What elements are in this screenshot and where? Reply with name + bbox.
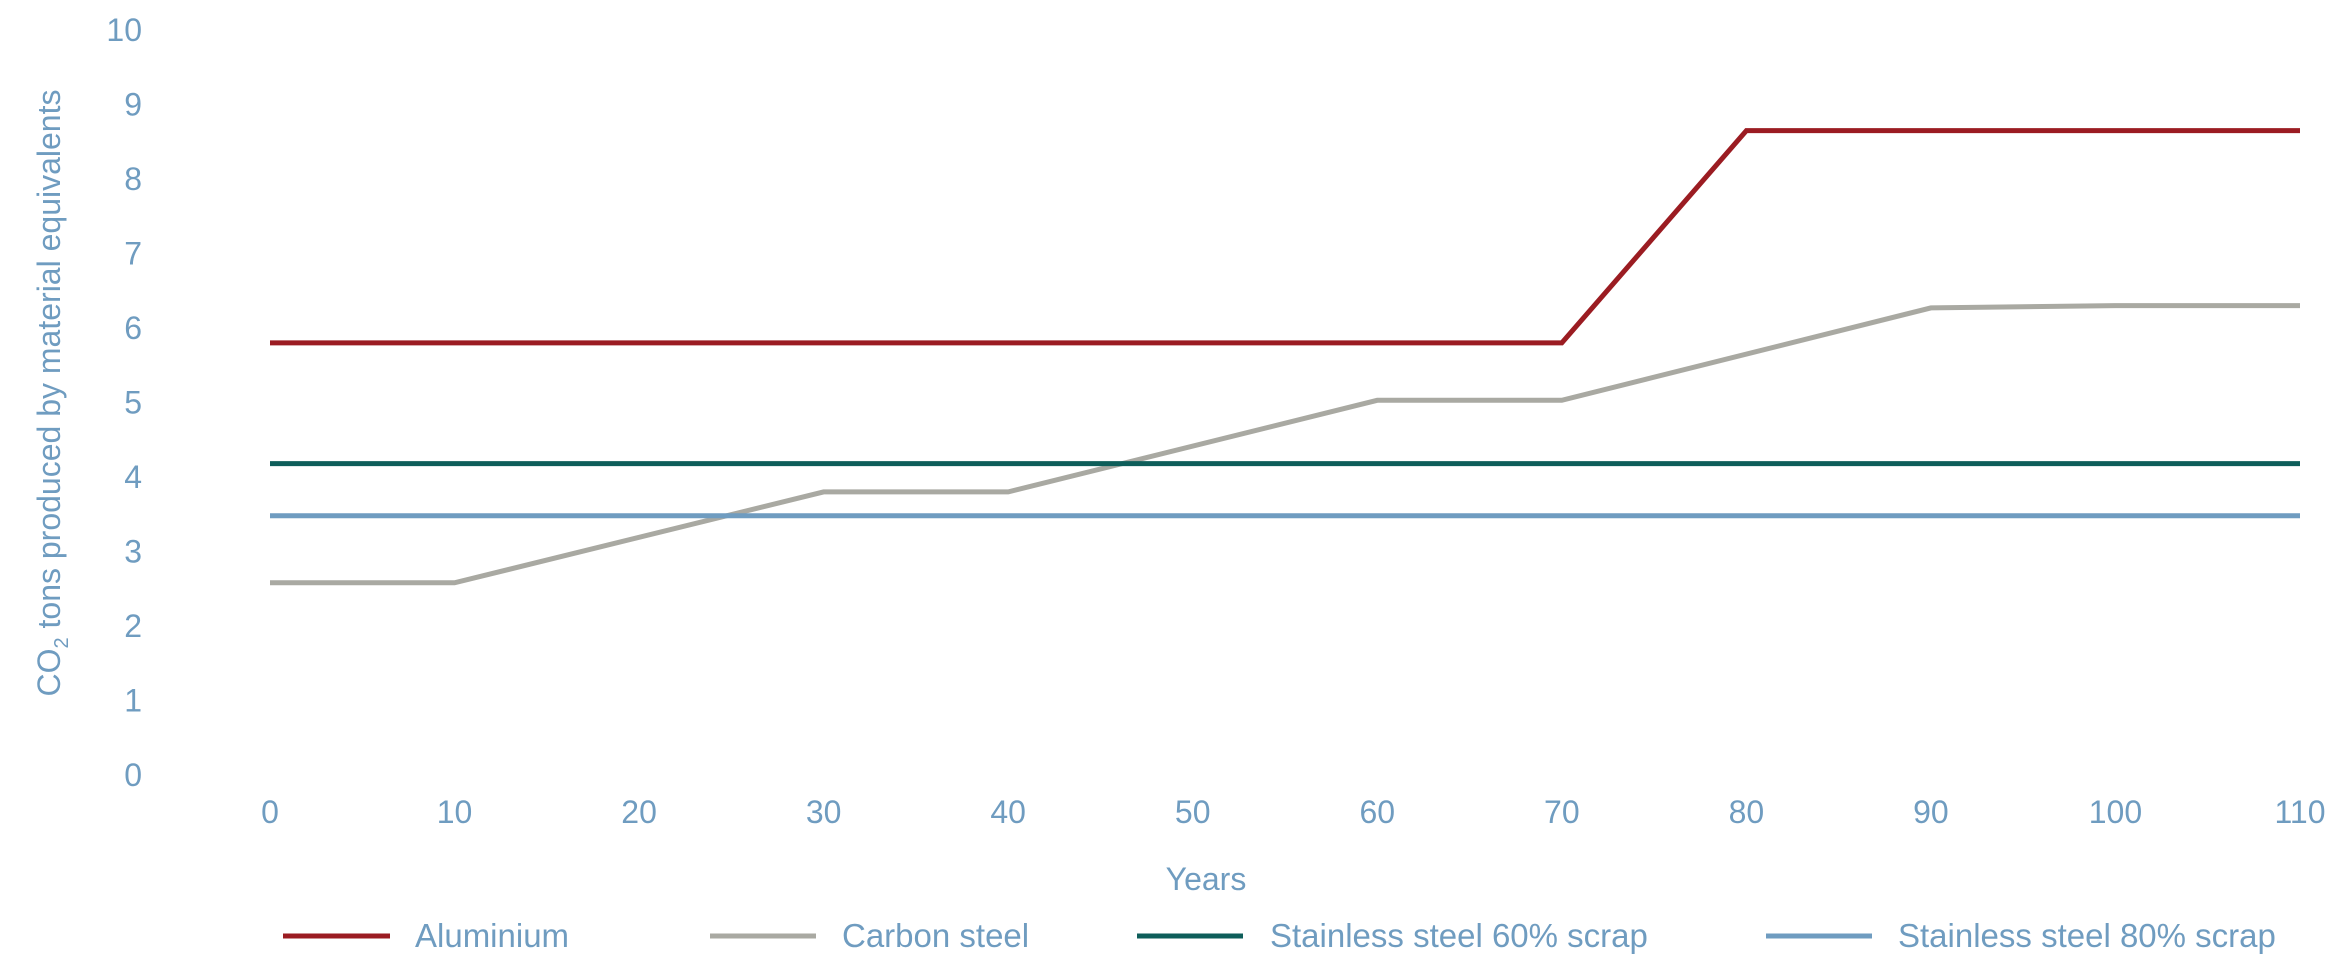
y-tick-label: 6 xyxy=(124,310,142,346)
x-tick-label: 0 xyxy=(261,794,279,830)
y-tick-label: 8 xyxy=(124,161,142,197)
series-line-aluminium xyxy=(270,128,2300,346)
x-tick-label: 60 xyxy=(1359,794,1395,830)
x-tick-label: 40 xyxy=(990,794,1026,830)
x-tick-label: 90 xyxy=(1913,794,1949,830)
legend-label-aluminium: Aluminium xyxy=(415,917,569,954)
legend-label-stainless-steel-60-scrap: Stainless steel 60% scrap xyxy=(1270,917,1648,954)
y-axis-title: CO2 tons produced by material equivalent… xyxy=(31,90,73,697)
y-tick-label: 7 xyxy=(124,236,142,272)
series-lines xyxy=(270,128,2300,586)
x-axis-ticks: 0 10 20 30 40 50 60 70 80 90 100 110 xyxy=(261,794,2325,830)
x-tick-label: 80 xyxy=(1729,794,1765,830)
x-tick-label: 30 xyxy=(806,794,842,830)
x-tick-label: 10 xyxy=(437,794,473,830)
legend: Aluminium Carbon steel Stainless steel 60%… xyxy=(283,917,2276,954)
x-axis-label: Years xyxy=(1166,861,1247,897)
legend-label-carbon-steel: Carbon steel xyxy=(842,917,1029,954)
y-tick-label: 0 xyxy=(124,757,142,793)
y-tick-label: 1 xyxy=(124,683,142,719)
y-axis-ticks: 0 1 2 3 4 5 6 7 8 9 10 xyxy=(106,12,142,793)
y-tick-label: 2 xyxy=(124,608,142,644)
y-tick-label: 9 xyxy=(124,87,142,123)
x-tick-label: 50 xyxy=(1175,794,1211,830)
x-tick-label: 110 xyxy=(2274,794,2325,830)
y-tick-label: 10 xyxy=(106,12,142,48)
y-tick-label: 5 xyxy=(124,385,142,421)
x-tick-label: 100 xyxy=(2089,794,2142,830)
x-tick-label: 20 xyxy=(621,794,657,830)
series-line-carbon-steel xyxy=(270,303,2300,586)
x-tick-label: 70 xyxy=(1544,794,1580,830)
y-tick-label: 3 xyxy=(124,534,142,570)
y-tick-label: 4 xyxy=(124,459,142,495)
legend-label-stainless-steel-80-scrap: Stainless steel 80% scrap xyxy=(1898,917,2276,954)
y-axis-label: CO2 tons produced by material equivalent… xyxy=(31,90,73,697)
